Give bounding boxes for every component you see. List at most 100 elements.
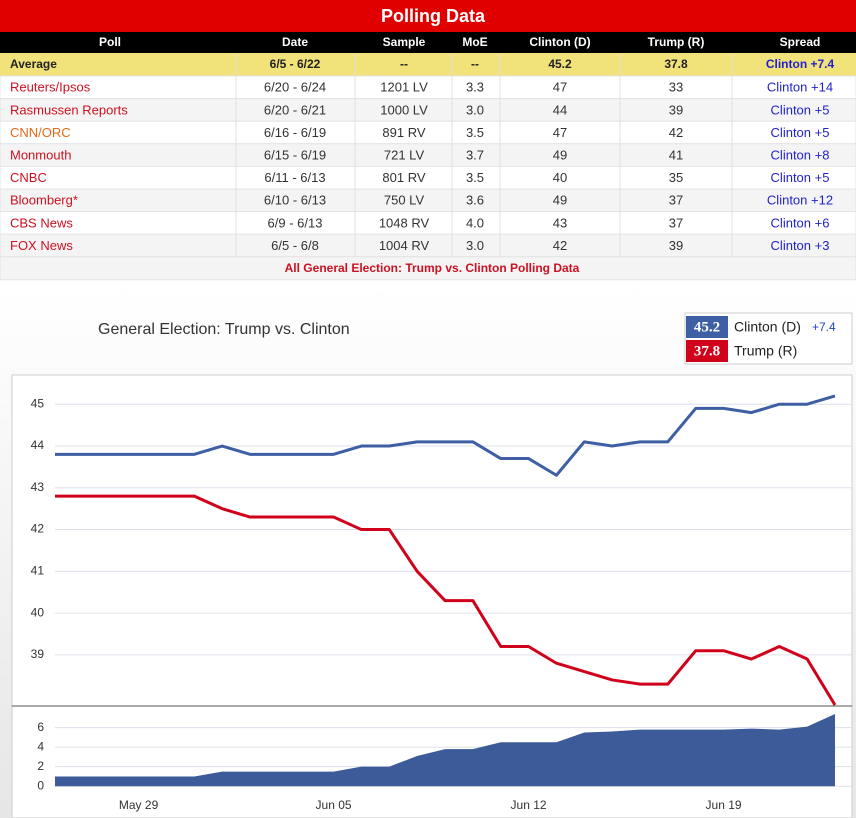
- legend-label: Trump (R): [734, 343, 797, 359]
- table-cell: 42: [553, 238, 567, 253]
- table-cell: 3.5: [466, 125, 484, 140]
- table-cell: 1004 RV: [379, 238, 430, 253]
- table-cell: Clinton +5: [771, 125, 830, 140]
- legend-value: 45.2: [694, 319, 720, 335]
- legend-spread: +7.4: [812, 320, 836, 334]
- table-cell: 6/20 - 6/21: [264, 102, 326, 117]
- table-cell: Clinton +6: [771, 215, 830, 230]
- table-cell: 3.0: [466, 238, 484, 253]
- average-cell: --: [471, 57, 479, 71]
- table-cell: Clinton +5: [771, 170, 830, 185]
- table-cell: Clinton +5: [771, 102, 830, 117]
- legend-value: 37.8: [694, 343, 720, 359]
- average-cell: 45.2: [548, 57, 572, 71]
- average-cell: Clinton +7.4: [766, 57, 835, 71]
- y-tick-label: 44: [31, 438, 45, 452]
- y-tick-label: 40: [31, 605, 45, 619]
- table-cell: 35: [669, 170, 683, 185]
- column-header: Poll: [99, 35, 121, 49]
- table-cell: 1201 LV: [380, 80, 428, 95]
- table-cell: CNN/ORC: [10, 125, 71, 140]
- average-cell: --: [400, 57, 408, 71]
- table-cell: 801 RV: [382, 170, 425, 185]
- table-row: [0, 98, 856, 122]
- table-cell: 37: [669, 193, 683, 208]
- table-cell: Clinton +8: [771, 148, 830, 163]
- column-header: MoE: [462, 35, 487, 49]
- table-cell: 721 LV: [384, 148, 425, 163]
- table-cell: 43: [553, 215, 567, 230]
- y-tick-label: 41: [31, 564, 45, 578]
- legend-swatch: [686, 316, 728, 338]
- y-tick-label: 4: [37, 739, 44, 753]
- table-cell: 750 LV: [384, 193, 425, 208]
- column-header: Date: [282, 35, 308, 49]
- table-cell: Clinton +14: [767, 80, 833, 95]
- column-header: Spread: [780, 35, 821, 49]
- y-tick-label: 42: [31, 522, 45, 536]
- table-cell: Monmouth: [10, 148, 71, 163]
- table-cell: 3.7: [466, 148, 484, 163]
- legend-swatch: [686, 340, 728, 362]
- y-tick-label: 45: [31, 396, 45, 410]
- table-cell: 6/15 - 6/19: [264, 148, 326, 163]
- table-cell: 6/5 - 6/8: [271, 238, 319, 253]
- table-cell: 3.0: [466, 102, 484, 117]
- table-cell: 3.5: [466, 170, 484, 185]
- table-cell: 6/11 - 6/13: [264, 170, 325, 185]
- table-cell: 47: [553, 80, 567, 95]
- table-row: [0, 75, 856, 100]
- table-cell: 1048 RV: [379, 215, 430, 230]
- x-tick-label: Jun 12: [511, 798, 547, 812]
- table-cell: 6/10 - 6/13: [264, 193, 326, 208]
- table-footer-link: All General Election: Trump vs. Clinton …: [285, 261, 580, 275]
- average-cell: Average: [10, 57, 57, 71]
- table-row: [0, 165, 856, 190]
- table-cell: 3.3: [466, 80, 484, 95]
- table-cell: 33: [669, 80, 683, 95]
- table-cell: 47: [553, 125, 567, 140]
- table-cell: 39: [669, 102, 683, 117]
- table-cell: 44: [553, 102, 567, 117]
- table-cell: Bloomberg*: [10, 193, 78, 208]
- average-cell: 6/5 - 6/22: [270, 57, 321, 71]
- column-header: Clinton (D): [529, 35, 590, 49]
- x-tick-label: Jun 05: [316, 798, 352, 812]
- table-row: [0, 143, 856, 167]
- chart-title: General Election: Trump vs. Clinton: [98, 321, 350, 338]
- table-cell: 891 RV: [382, 125, 425, 140]
- table-title: Polling Data: [381, 6, 486, 26]
- x-tick-label: Jun 19: [706, 798, 742, 812]
- table-cell: Clinton +3: [771, 238, 830, 253]
- table-cell: 41: [669, 148, 683, 163]
- series-line: [55, 494, 837, 706]
- table-cell: 4.0: [466, 215, 484, 230]
- table-cell: Clinton +12: [767, 193, 833, 208]
- table-header: [0, 32, 856, 53]
- table-row: [0, 120, 856, 145]
- average-cell: 37.8: [664, 57, 688, 71]
- column-header: Sample: [383, 35, 426, 49]
- legend-label: Clinton (D): [734, 319, 801, 335]
- table-cell: 6/20 - 6/24: [264, 80, 326, 95]
- table-cell: 42: [669, 125, 683, 140]
- y-tick-label: 6: [37, 720, 44, 734]
- x-tick-label: May 29: [119, 798, 159, 812]
- table-title-bar: [0, 0, 856, 32]
- table-cell: Rasmussen Reports: [10, 102, 128, 117]
- table-cell: 37: [669, 215, 683, 230]
- table-cell: 6/9 - 6/13: [268, 215, 323, 230]
- table-cell: 49: [553, 148, 567, 163]
- column-header: Trump (R): [648, 35, 705, 49]
- series-line: [55, 394, 836, 477]
- table-cell: CNBC: [10, 170, 47, 185]
- table-cell: Reuters/Ipsos: [10, 80, 91, 95]
- table-cell: 6/16 - 6/19: [264, 125, 326, 140]
- table-cell: CBS News: [10, 215, 73, 230]
- table-cell: FOX News: [10, 238, 73, 253]
- table-cell: 1000 LV: [380, 102, 428, 117]
- table-cell: 3.6: [466, 193, 484, 208]
- y-tick-label: 0: [37, 778, 44, 792]
- table-footer-row: [0, 256, 856, 281]
- y-tick-label: 43: [31, 480, 45, 494]
